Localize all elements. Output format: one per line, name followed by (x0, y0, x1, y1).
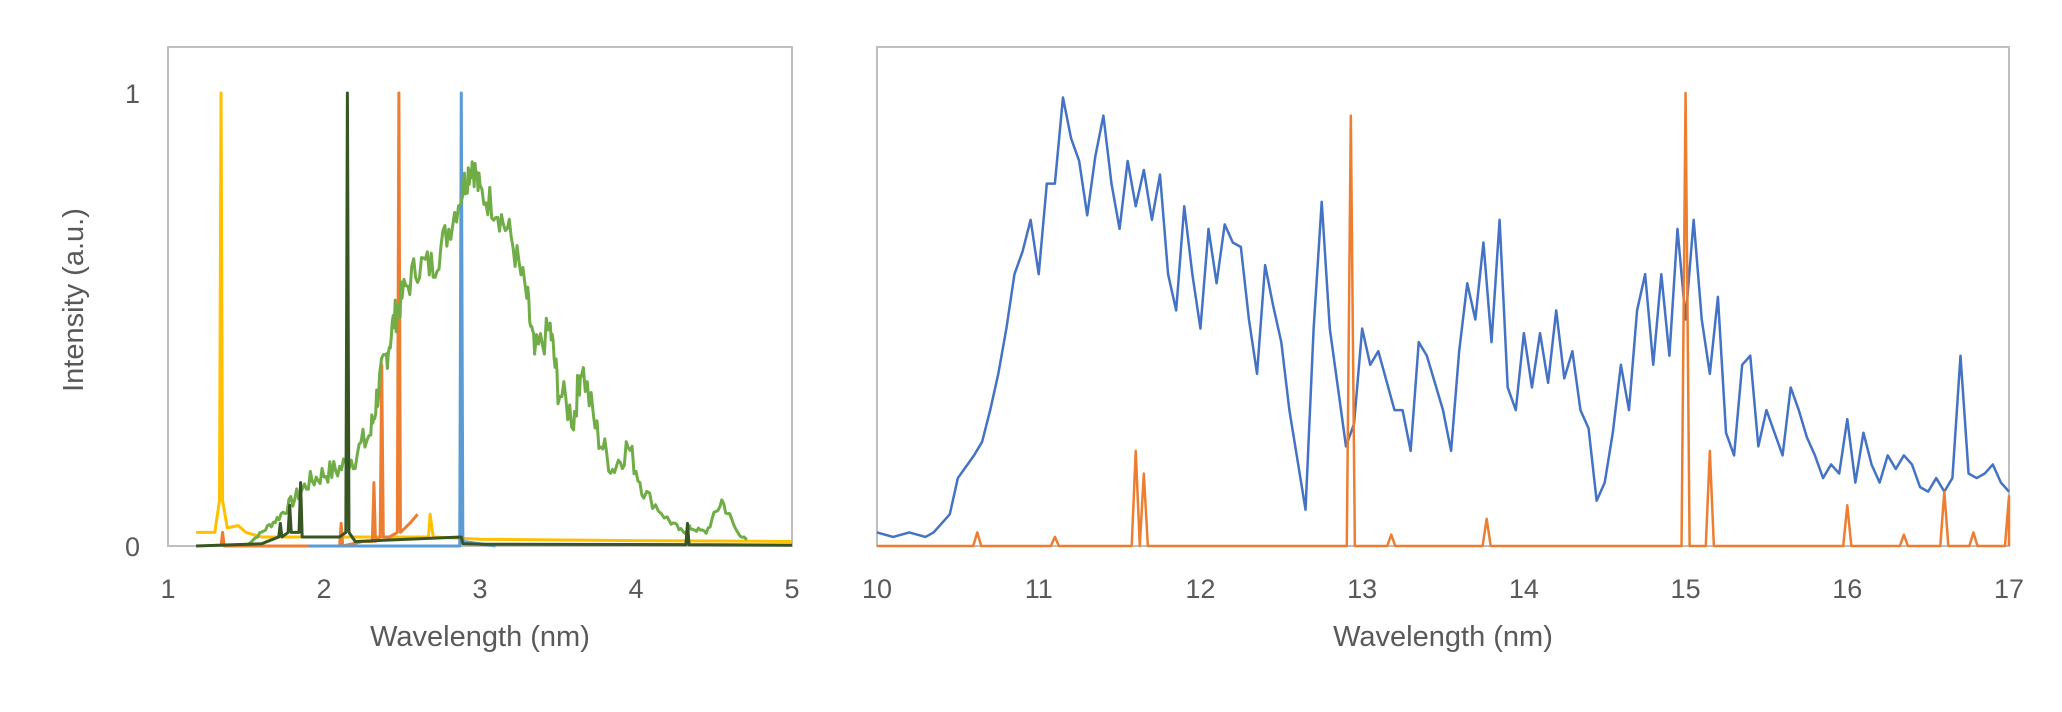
left-x-tick-label: 4 (628, 574, 643, 604)
left-series-dark-green (196, 91, 793, 548)
left-x-tick-label: 2 (316, 574, 331, 604)
right-x-tick-label: 15 (1671, 574, 1701, 604)
right-x-tick-label: 10 (862, 574, 892, 604)
left-x-tick-label: 5 (784, 574, 799, 604)
right-x-tick-label: 16 (1832, 574, 1862, 604)
left-x-tick-label: 3 (472, 574, 487, 604)
right-series-blue (876, 96, 2010, 539)
y-tick-label: 1 (125, 79, 140, 109)
left-series-green (245, 160, 748, 548)
left-plot-area (167, 46, 793, 547)
right-x-tick-label: 13 (1347, 574, 1377, 604)
left-series-yellow (196, 91, 793, 543)
right-x-tick-label: 17 (1994, 574, 2024, 604)
y-tick-label: 0 (125, 532, 140, 562)
right-x-tick-label: 12 (1185, 574, 1215, 604)
y-axis-title: Intensity (a.u.) (58, 208, 90, 392)
right-series-orange (877, 91, 2011, 548)
right-x-tick-label: 14 (1509, 574, 1539, 604)
left-x-tick-label: 1 (160, 574, 175, 604)
right-x-tick-label: 11 (1025, 574, 1053, 604)
right-x-axis-title: Wavelength (nm) (1333, 621, 1553, 653)
left-x-axis-title: Wavelength (nm) (370, 621, 590, 653)
right-chart: 10 11 12 13 14 15 16 17 Wavelength (nm) (862, 46, 2024, 653)
left-series-blue (308, 91, 496, 548)
